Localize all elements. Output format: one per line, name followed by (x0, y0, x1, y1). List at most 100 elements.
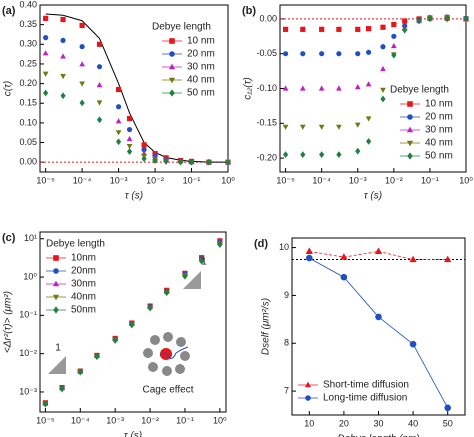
y-tick-label: -0.15 (256, 118, 277, 128)
marker (152, 157, 158, 164)
marker (336, 151, 342, 158)
marker (300, 26, 306, 32)
marker (282, 51, 289, 57)
slope-triangle (48, 356, 66, 374)
marker (282, 151, 289, 158)
marker (391, 21, 397, 28)
marker (444, 15, 450, 23)
marker (366, 26, 372, 32)
y-axis-label: Dself (μm²/s) (261, 298, 272, 355)
marker (380, 95, 386, 103)
legend-marker (407, 114, 413, 120)
marker (206, 158, 212, 166)
y-tick-label: 10⁻³ (19, 386, 37, 396)
marker (79, 61, 85, 67)
legend-marker (169, 51, 175, 57)
x-tick-label: 50 (443, 418, 453, 428)
marker (59, 385, 65, 393)
slope-triangle (183, 271, 201, 289)
y-tick-label: 0.00 (259, 13, 277, 23)
marker (355, 26, 361, 32)
x-tick-label: 10⁻⁵ (276, 175, 295, 185)
marker (416, 17, 422, 25)
particle (143, 348, 153, 358)
marker (60, 37, 66, 43)
marker (115, 130, 122, 136)
marker (60, 92, 66, 100)
marker (402, 26, 408, 34)
y-tick-label: 10¹ (24, 233, 37, 243)
legend-label: 30 nm (425, 125, 453, 136)
trajectory (159, 346, 189, 359)
marker (409, 255, 417, 263)
marker (402, 18, 408, 24)
marker (96, 116, 103, 124)
marker (366, 138, 372, 145)
x-tick-label: 10⁻⁴ (71, 415, 90, 425)
plot-frame (39, 4, 229, 173)
marker (354, 83, 361, 90)
marker (115, 104, 122, 110)
marker (380, 65, 386, 72)
marker (96, 41, 103, 47)
y-tick-label: 0.30 (19, 39, 37, 49)
particle (163, 332, 173, 342)
y-tick-label: 7 (284, 385, 289, 395)
panel-label: (c) (2, 232, 16, 244)
marker (163, 158, 169, 165)
marker (391, 33, 397, 39)
x-tick-label: 10⁻¹ (183, 175, 201, 185)
legend-marker (305, 395, 311, 401)
x-axis-label: τ (s) (124, 431, 142, 437)
x-tick-label: 10⁻⁵ (36, 415, 55, 425)
marker (299, 85, 306, 91)
marker (94, 353, 100, 361)
legend-label: 50 nm (187, 88, 215, 99)
legend-marker (406, 140, 414, 147)
marker (126, 115, 133, 122)
marker (380, 24, 386, 30)
legend-title: Debye length (46, 239, 105, 250)
marker (129, 321, 135, 329)
legend-label: Long-time diffusion (323, 393, 407, 404)
marker (444, 255, 452, 263)
particle (180, 351, 190, 361)
legend-marker (52, 294, 60, 301)
x-tick-label: 10⁻⁵ (36, 175, 55, 185)
y-tick-label: -0.05 (256, 48, 277, 58)
x-tick-label: 10⁻² (141, 415, 159, 425)
marker (306, 254, 313, 262)
marker (126, 148, 133, 155)
y-tick-label: 0.25 (19, 58, 37, 68)
marker (115, 86, 122, 93)
legend-label: 30nm (71, 279, 96, 290)
x-tick-label: 10⁰ (213, 415, 227, 425)
legend-label: 50nm (71, 305, 96, 316)
marker (318, 85, 325, 91)
marker (336, 124, 342, 130)
y-tick-label: 0.00 (19, 157, 37, 167)
legend-marker (169, 89, 175, 97)
y-tick-label: 9 (284, 290, 289, 300)
marker (319, 26, 325, 32)
x-tick-label: 10⁰ (221, 175, 235, 185)
marker (300, 51, 306, 57)
y-tick-label: 10 (279, 242, 289, 252)
panel-label: (a) (2, 5, 16, 17)
x-tick-label: 40 (408, 418, 418, 428)
marker (390, 42, 397, 49)
marker (380, 87, 386, 94)
y-tick-label: 10⁻² (19, 348, 37, 358)
legend-marker (52, 280, 60, 287)
y-axis-label: c₁₂(τ) (243, 77, 254, 99)
marker (126, 135, 133, 142)
legend-title: Debye length (390, 85, 449, 96)
legend-label: 10 nm (425, 99, 453, 110)
marker (217, 241, 223, 249)
y-tick-label: -0.20 (256, 152, 277, 162)
x-tick-label: 10⁻² (146, 175, 164, 185)
marker (79, 44, 85, 50)
x-axis-label: τ (s) (364, 191, 382, 202)
marker (79, 22, 85, 29)
